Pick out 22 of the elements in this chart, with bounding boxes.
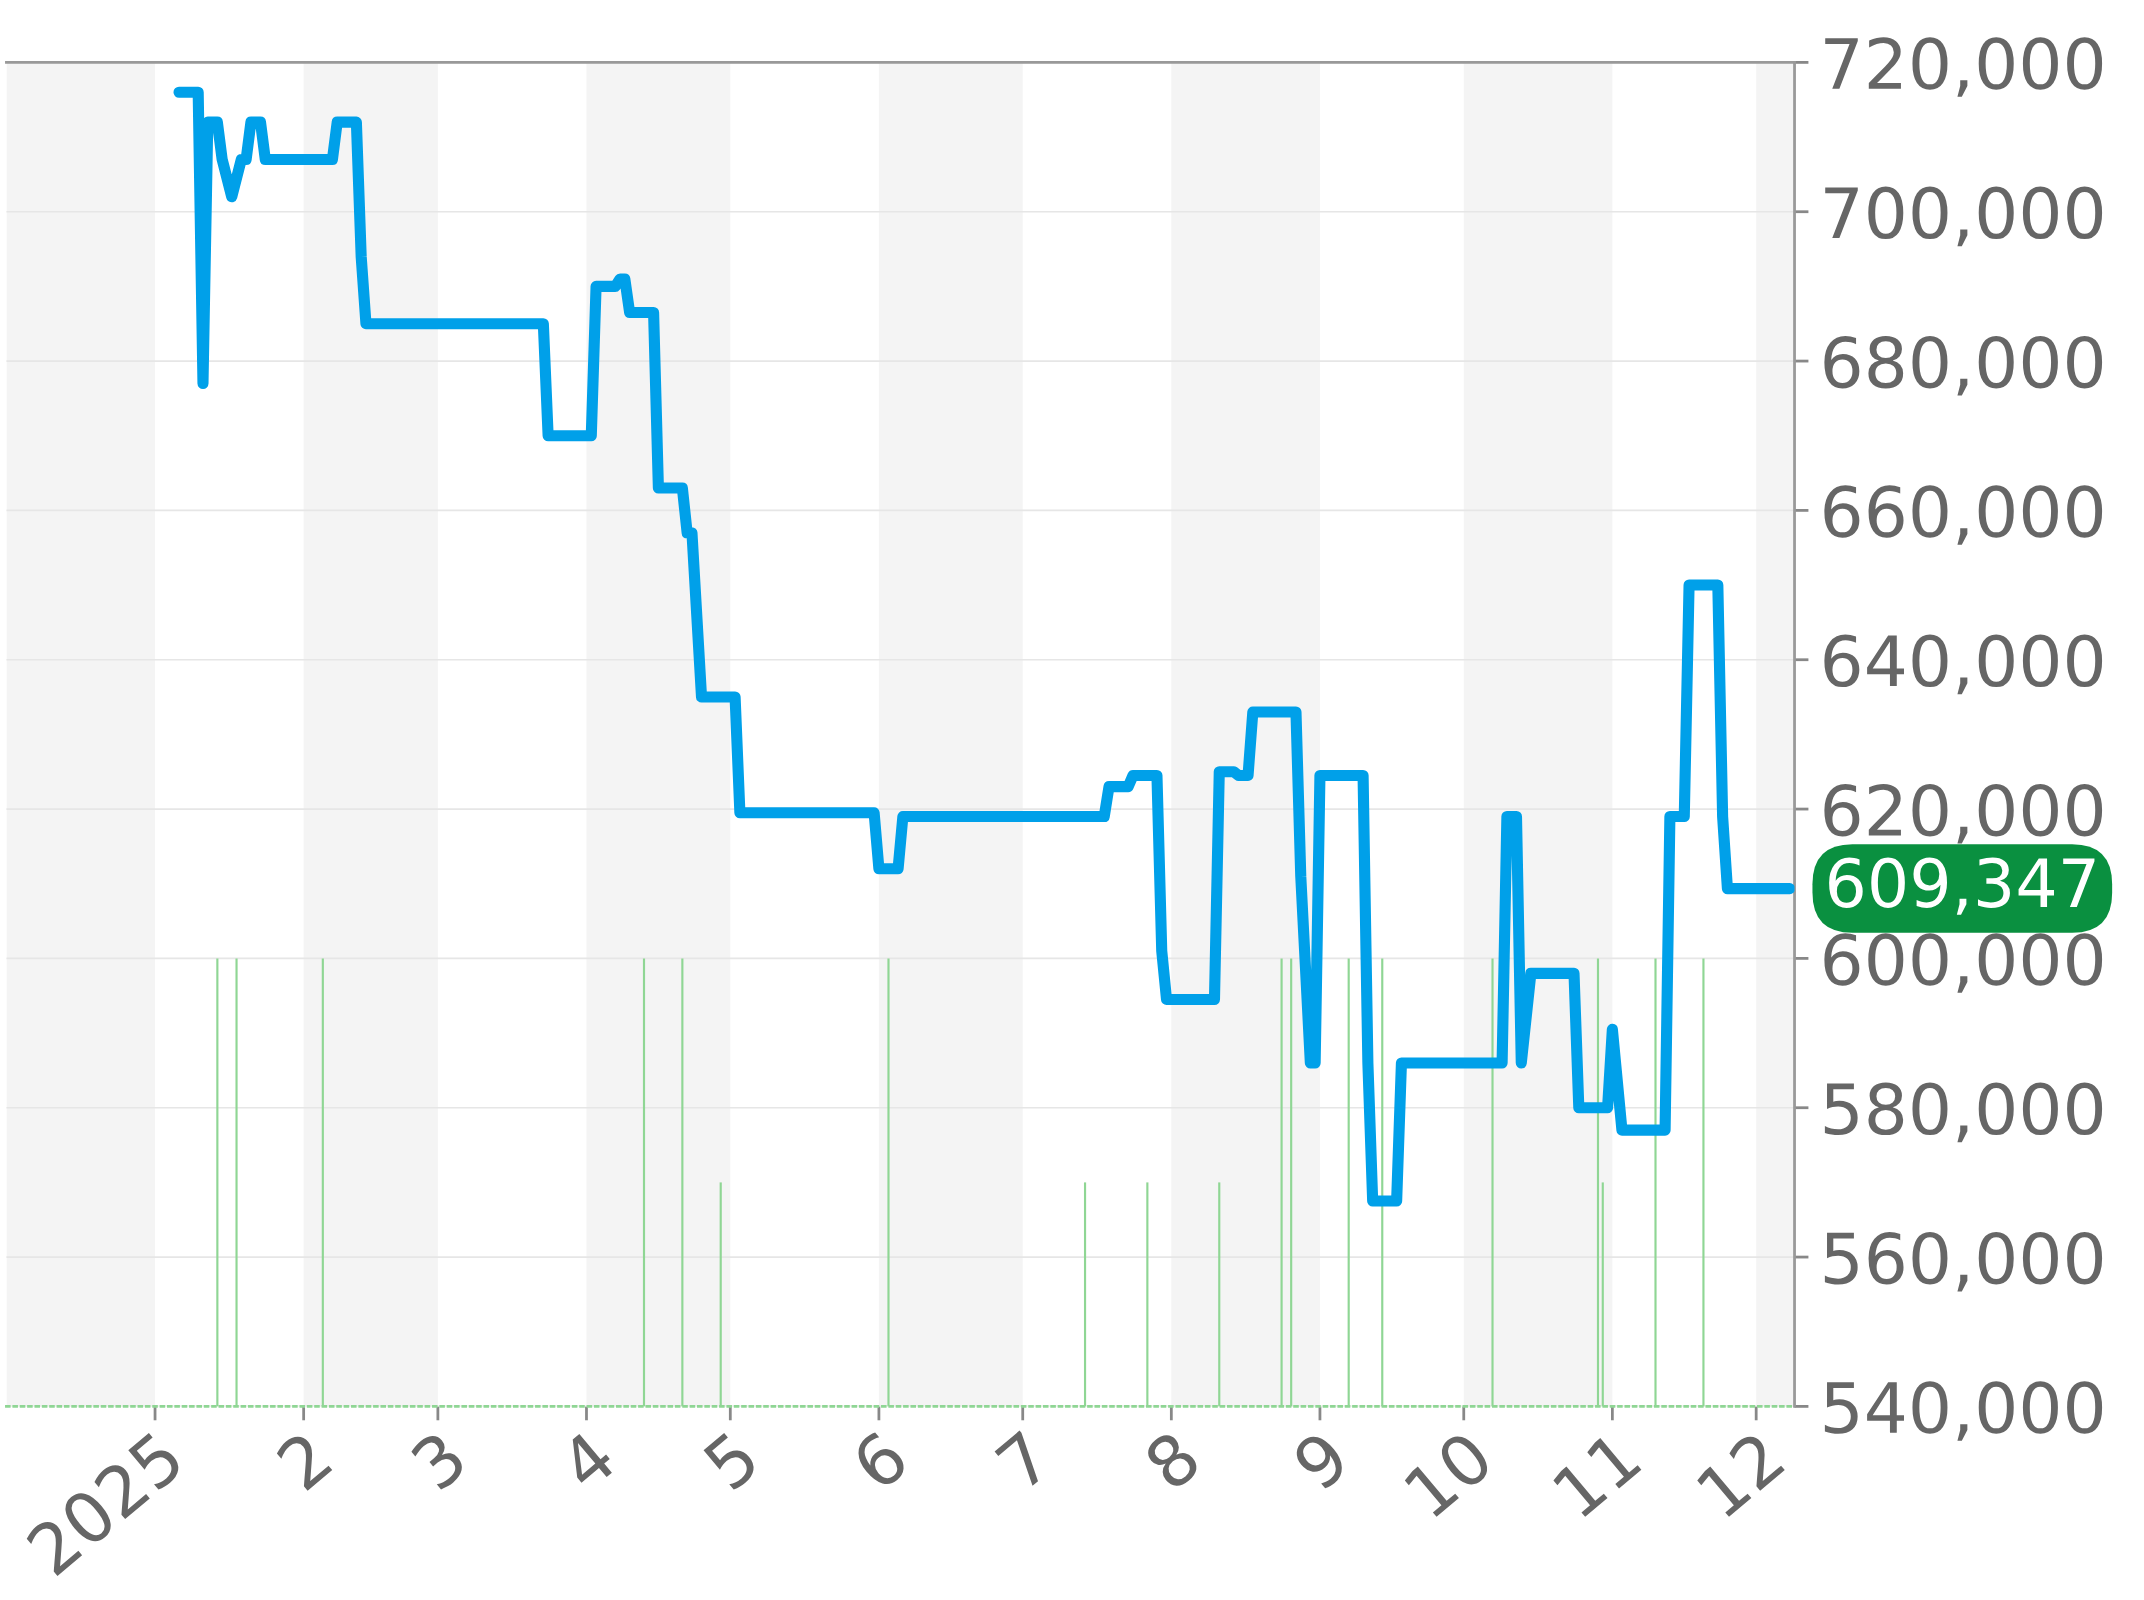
y-tick-label: 700,000	[1825, 186, 2103, 247]
y-tick-label: 600,000	[1824, 933, 2103, 993]
x-tick-label: 11	[1551, 1430, 1642, 1518]
x-tick-label: 10	[1402, 1429, 1495, 1519]
annotation: 609,347	[1829, 857, 2095, 915]
x-tick-label: 7	[994, 1430, 1053, 1491]
x-tick-label: 9	[1290, 1429, 1351, 1492]
y-tick-label: 580,000	[1824, 1082, 2103, 1143]
y-tick-label: 680,000	[1824, 335, 2103, 396]
x-tick-label: 2	[274, 1430, 333, 1491]
y-tick-label: 560,000	[1824, 1231, 2103, 1292]
x-tick-label: 6	[849, 1428, 911, 1492]
y-tick-label: 660,000	[1824, 485, 2103, 545]
x-tick-label: 3	[408, 1429, 469, 1492]
y-tick-label: 640,000	[1824, 634, 2103, 695]
x-tick-label: 8	[1141, 1429, 1203, 1492]
y-tick-label: 620,000	[1824, 783, 2103, 844]
x-tick-label: 12	[1695, 1430, 1785, 1518]
x-tick-label: 5	[701, 1430, 761, 1492]
y-tick-label: 720,000	[1825, 37, 2103, 97]
x-tick-label: 4	[556, 1429, 618, 1492]
y-tick-label: 540,000	[1824, 1381, 2103, 1441]
